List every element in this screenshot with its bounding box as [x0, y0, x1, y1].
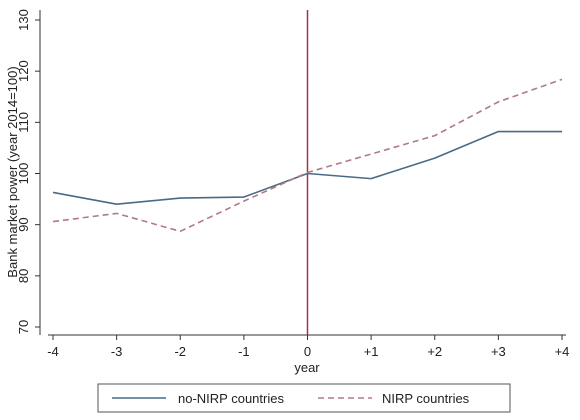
x-axis-title: year	[294, 360, 320, 375]
series-line-nirp	[52, 78, 563, 233]
y-tick-label: 120	[16, 60, 31, 82]
x-tick-label: +4	[555, 344, 570, 359]
x-tick-label: +1	[364, 344, 379, 359]
x-tick-label: -4	[47, 344, 59, 359]
y-tick-label: 130	[16, 9, 31, 31]
x-tick-label: -1	[238, 344, 250, 359]
y-axis-title: Bank market power (year 2014=100)	[5, 66, 20, 277]
y-tick-label: 110	[16, 112, 31, 133]
x-tick-label: -2	[174, 344, 186, 359]
series-line-no-nirp	[52, 130, 562, 205]
y-tick-label: 90	[16, 217, 31, 231]
x-tick-label: +2	[427, 344, 442, 359]
y-ticks: 70 80 90 100 110 120 130	[16, 9, 40, 334]
series-lines	[52, 78, 563, 233]
legend-label-nirp: NIRP countries	[382, 391, 470, 406]
legend-box	[97, 383, 511, 413]
legend-label-no-nirp: no-NIRP countries	[178, 391, 284, 406]
legend: no-NIRP countries NIRP countries	[97, 383, 511, 413]
x-tick-label: -3	[111, 344, 123, 359]
y-tick-label: 100	[16, 163, 31, 185]
x-tick-label: 0	[304, 344, 311, 359]
x-tick-label: +3	[491, 344, 506, 359]
axes	[39, 10, 566, 336]
x-ticks: -4 -3 -2 -1 0 +1 +2 +3 +4	[47, 335, 569, 359]
y-tick-label: 70	[16, 320, 31, 334]
y-tick-label: 80	[16, 269, 31, 283]
